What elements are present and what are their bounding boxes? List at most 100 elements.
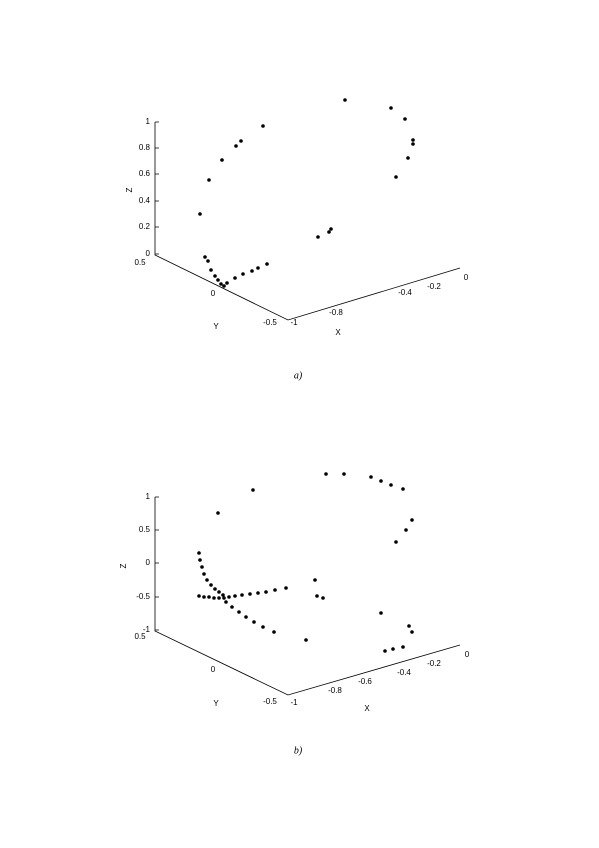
data-point (213, 274, 217, 278)
x-axis-label: X (335, 328, 341, 337)
x-tick-label: -0.4 (397, 668, 411, 677)
data-point (222, 596, 226, 600)
z-tick-label: 0.2 (139, 222, 151, 231)
data-point (401, 645, 405, 649)
axes (154, 122, 461, 321)
data-point (244, 615, 248, 619)
data-point (206, 259, 210, 263)
data-point (222, 284, 226, 288)
z-tick-label: 0.6 (139, 169, 151, 178)
data-point (256, 591, 260, 595)
data-point (389, 483, 393, 487)
data-point (220, 158, 224, 162)
figure-b: 1 0.5 0 -0.5 -1 Z 0.5 0 -0.5 Y -1 -0.8 -… (119, 472, 470, 756)
z-tick-label: -0.5 (136, 592, 150, 601)
data-point (394, 540, 398, 544)
data-point (219, 282, 223, 286)
data-point (217, 596, 221, 600)
x-axis-label: X (364, 704, 370, 713)
caption: b) (294, 745, 303, 756)
y-axis-label: Y (213, 322, 219, 331)
z-ticks (155, 121, 159, 255)
figure-a: 1 0.8 0.6 0.4 0.2 0 Z 0.5 0 -0.5 Y -1 -0… (125, 98, 469, 381)
data-point (304, 638, 308, 642)
data-point (256, 266, 260, 270)
data-point (391, 647, 395, 651)
data-point (202, 595, 206, 599)
data-point (202, 572, 206, 576)
z-axis-label: Z (125, 187, 134, 192)
y-tick-label: -0.5 (263, 697, 277, 706)
data-point (198, 558, 202, 562)
data-point (234, 144, 238, 148)
x-tick-label: -0.8 (329, 308, 343, 317)
data-point (230, 605, 234, 609)
data-point (313, 578, 317, 582)
data-point (383, 649, 387, 653)
x-tick-label: 0 (465, 650, 470, 659)
data-point (401, 487, 405, 491)
axes (154, 497, 461, 696)
y-tick-label: 0 (211, 289, 216, 298)
data-point (217, 590, 221, 594)
data-point (379, 611, 383, 615)
data-point (207, 595, 211, 599)
y-axis-label: Y (213, 699, 219, 708)
data-point (240, 593, 244, 597)
data-point (284, 586, 288, 590)
x-tick-label: -1 (290, 698, 298, 707)
x-tick-label: 0 (464, 273, 469, 282)
data-point (209, 268, 213, 272)
data-point (197, 594, 201, 598)
data-point (198, 212, 202, 216)
y-tick-label: 0 (211, 665, 216, 674)
data-point (197, 551, 201, 555)
data-point (233, 276, 237, 280)
data-point (407, 624, 411, 628)
z-tick-label: 0.4 (139, 196, 151, 205)
data-point (248, 592, 252, 596)
z-axis-label: Z (119, 563, 128, 568)
data-point (321, 596, 325, 600)
data-point (264, 590, 268, 594)
x-tick-label: -0.8 (328, 686, 342, 695)
data-point (394, 175, 398, 179)
data-point (329, 227, 333, 231)
data-point (327, 230, 331, 234)
data-point (315, 594, 319, 598)
data-point (273, 588, 277, 592)
x-tick-label: -0.4 (398, 288, 412, 297)
data-point (324, 472, 328, 476)
data-point (241, 272, 245, 276)
data-point (227, 595, 231, 599)
data-point (209, 583, 213, 587)
x-tick-label: -0.2 (427, 282, 441, 291)
data-points (198, 98, 415, 288)
data-point (237, 610, 241, 614)
data-point (403, 117, 407, 121)
y-tick-label: -0.5 (263, 318, 277, 327)
data-point (261, 625, 265, 629)
data-point (251, 488, 255, 492)
data-point (212, 596, 216, 600)
z-tick-label: 0 (146, 558, 151, 567)
x-tick-label: -0.6 (358, 677, 372, 686)
data-point (203, 255, 207, 259)
data-point (272, 630, 276, 634)
data-point (239, 139, 243, 143)
z-ticks (155, 496, 159, 631)
data-point (404, 528, 408, 532)
data-point (265, 262, 269, 266)
data-point (250, 269, 254, 273)
data-point (379, 479, 383, 483)
data-point (343, 98, 347, 102)
caption: a) (294, 370, 303, 381)
data-point (233, 594, 237, 598)
data-point (316, 235, 320, 239)
z-tick-label: 1 (146, 492, 151, 501)
x-tick-label: -1 (290, 318, 298, 327)
data-point (410, 630, 414, 634)
